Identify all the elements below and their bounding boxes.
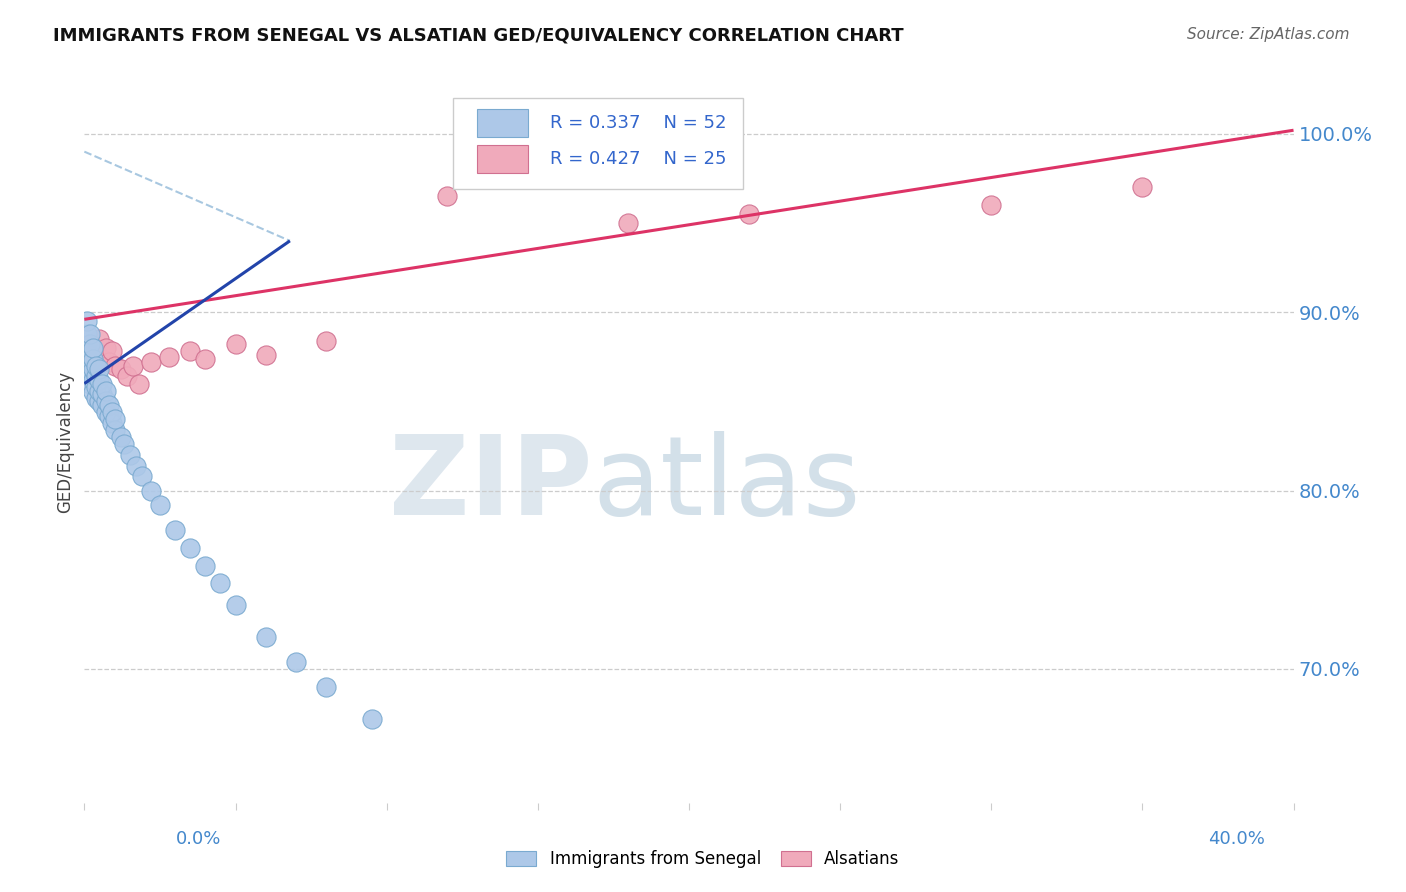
- Point: [194, 351, 217, 366]
- Text: 0.0%: 0.0%: [176, 830, 221, 847]
- Point: [76, 326, 98, 341]
- Point: [100, 344, 122, 359]
- Point: [86, 391, 108, 405]
- Legend: Immigrants from Senegal, Alsatians: Immigrants from Senegal, Alsatians: [499, 844, 907, 875]
- Bar: [478, 109, 529, 136]
- Point: [76, 359, 98, 373]
- Point: [76, 344, 98, 359]
- Point: [79, 337, 101, 351]
- Point: [139, 483, 162, 498]
- Point: [82, 348, 104, 362]
- Point: [315, 334, 337, 348]
- Bar: [478, 145, 529, 173]
- Point: [89, 384, 111, 398]
- FancyBboxPatch shape: [453, 98, 744, 189]
- Point: [76, 337, 98, 351]
- Point: [131, 469, 153, 483]
- Point: [91, 351, 114, 366]
- Point: [254, 348, 277, 362]
- Point: [149, 498, 172, 512]
- Point: [86, 369, 108, 384]
- Point: [89, 362, 111, 376]
- Point: [194, 558, 217, 573]
- Point: [91, 376, 114, 391]
- Point: [254, 630, 277, 644]
- Point: [97, 398, 120, 412]
- Point: [165, 523, 187, 537]
- Point: [104, 423, 127, 437]
- Point: [157, 350, 180, 364]
- Point: [91, 398, 114, 412]
- Point: [82, 341, 104, 355]
- Point: [79, 348, 101, 362]
- Point: [225, 337, 247, 351]
- Text: Source: ZipAtlas.com: Source: ZipAtlas.com: [1187, 27, 1350, 42]
- Point: [97, 355, 120, 369]
- Point: [179, 344, 201, 359]
- Point: [76, 314, 98, 328]
- Point: [115, 369, 138, 384]
- Point: [104, 412, 127, 426]
- Point: [94, 384, 117, 398]
- Point: [79, 366, 101, 380]
- Text: 40.0%: 40.0%: [1209, 830, 1265, 847]
- Point: [100, 405, 122, 419]
- Point: [82, 362, 104, 376]
- Point: [315, 680, 337, 694]
- Point: [91, 387, 114, 401]
- Text: R = 0.337    N = 52: R = 0.337 N = 52: [550, 114, 727, 132]
- Point: [209, 576, 232, 591]
- Point: [79, 376, 101, 391]
- Point: [617, 216, 640, 230]
- Point: [94, 341, 117, 355]
- Point: [97, 409, 120, 423]
- Y-axis label: GED/Equivalency: GED/Equivalency: [56, 370, 75, 513]
- Point: [86, 359, 108, 373]
- Point: [89, 373, 111, 387]
- Point: [436, 189, 458, 203]
- Point: [100, 416, 122, 430]
- Point: [125, 458, 148, 473]
- Point: [79, 355, 101, 369]
- Text: IMMIGRANTS FROM SENEGAL VS ALSATIAN GED/EQUIVALENCY CORRELATION CHART: IMMIGRANTS FROM SENEGAL VS ALSATIAN GED/…: [53, 27, 904, 45]
- Point: [121, 359, 143, 373]
- Point: [94, 394, 117, 409]
- Point: [225, 598, 247, 612]
- Point: [79, 326, 101, 341]
- Point: [738, 207, 761, 221]
- Point: [980, 198, 1002, 212]
- Point: [89, 332, 111, 346]
- Point: [79, 337, 101, 351]
- Text: ZIP: ZIP: [389, 432, 592, 539]
- Point: [89, 394, 111, 409]
- Point: [112, 437, 135, 451]
- Text: R = 0.427    N = 25: R = 0.427 N = 25: [550, 150, 727, 168]
- Point: [82, 373, 104, 387]
- Point: [360, 712, 382, 726]
- Point: [110, 362, 132, 376]
- Point: [139, 355, 162, 369]
- Point: [285, 655, 308, 669]
- Point: [110, 430, 132, 444]
- Point: [128, 376, 150, 391]
- Point: [86, 344, 108, 359]
- Point: [82, 385, 104, 400]
- Point: [104, 359, 127, 373]
- Point: [1130, 180, 1153, 194]
- Point: [82, 351, 104, 366]
- Point: [118, 448, 141, 462]
- Text: atlas: atlas: [592, 432, 860, 539]
- Point: [86, 380, 108, 394]
- Point: [179, 541, 201, 555]
- Point: [94, 405, 117, 419]
